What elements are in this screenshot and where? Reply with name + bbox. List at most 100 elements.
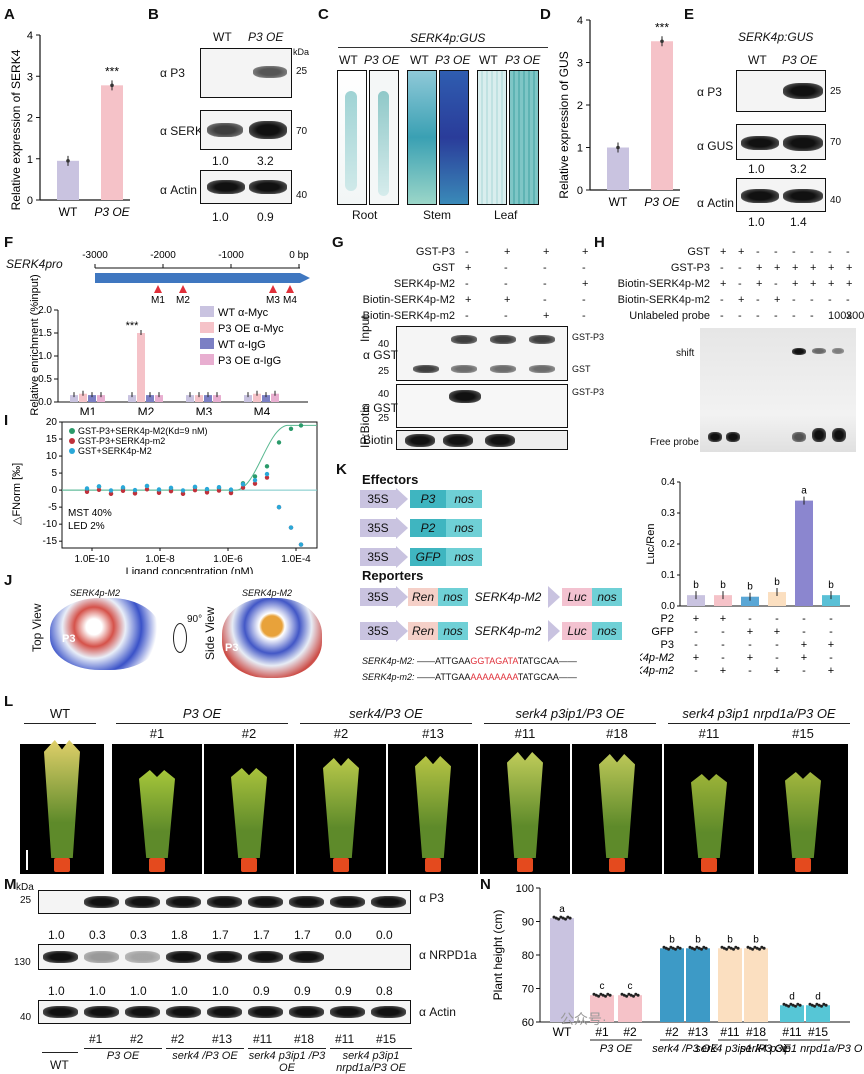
m-blots: 1.0 0.3 0.3 1.8 1.7 1.7 1.7 0.0 0.0 1.0 1.0 1.0 1.0 1… bbox=[38, 882, 478, 1074]
table-row-label: Biotin-SERK4p-m2 bbox=[617, 294, 710, 306]
y-tick-label: 15 bbox=[46, 434, 58, 445]
data-point bbox=[789, 1002, 793, 1006]
data-point bbox=[676, 945, 680, 949]
m-line-label: #18 bbox=[294, 1032, 315, 1046]
significance-letter: b bbox=[774, 577, 780, 588]
group-label: P3 OE bbox=[600, 1043, 633, 1055]
b-row-serk4: α SERK4 bbox=[160, 124, 210, 138]
scale-bar bbox=[26, 850, 28, 870]
e-col-wt: WT bbox=[748, 53, 767, 67]
watermark: 公众号· bbox=[560, 1011, 607, 1027]
data-point bbox=[678, 946, 682, 950]
table-cell: - bbox=[756, 310, 760, 322]
x-tick-label: #18 bbox=[746, 1025, 766, 1039]
y-tick-label: 0.0 bbox=[38, 397, 52, 408]
blot-band bbox=[84, 951, 119, 963]
note-led: LED 2% bbox=[68, 521, 105, 532]
y-tick-label: 20 bbox=[46, 417, 58, 428]
y-axis-label: Luc/Ren bbox=[645, 524, 657, 565]
k-effectors: Effectors bbox=[362, 472, 419, 487]
data-point bbox=[597, 994, 601, 998]
g-biotin-blot bbox=[396, 430, 568, 450]
table-cell: - bbox=[792, 294, 796, 306]
data-point bbox=[634, 992, 638, 996]
l-group-label: serk4 p3ip1/P3 OE bbox=[515, 706, 625, 721]
blot-band bbox=[166, 951, 201, 963]
c-root-p3oe bbox=[369, 70, 399, 205]
promoter-arrow bbox=[95, 273, 310, 283]
terminator-nos: nos bbox=[446, 548, 482, 566]
y-axis-label: △FNorm [‰] bbox=[11, 463, 23, 525]
m-line-label: #13 bbox=[212, 1032, 233, 1046]
y-tick-label: 0 bbox=[577, 185, 583, 197]
table-cell: - bbox=[829, 652, 833, 664]
data-point bbox=[144, 483, 150, 489]
table-cell: - bbox=[465, 278, 469, 290]
data-point bbox=[636, 993, 640, 997]
plant-pot bbox=[517, 858, 533, 872]
x-tick-label: P3 OE bbox=[94, 205, 130, 219]
table-cell: + bbox=[747, 626, 753, 638]
m-blot-row bbox=[38, 1000, 411, 1024]
table-row-label: P3 bbox=[661, 639, 674, 651]
table-cell: - bbox=[748, 639, 752, 651]
terminator-nos: nos bbox=[592, 588, 622, 606]
promoter-35s: 35S bbox=[360, 490, 396, 508]
bar bbox=[101, 85, 123, 200]
promoter-35s: 35S bbox=[360, 548, 396, 566]
promoter-35s: 35S bbox=[360, 622, 396, 640]
bar bbox=[714, 595, 732, 606]
m-line-label: #15 bbox=[376, 1032, 397, 1046]
x-tick-label: M4 bbox=[254, 405, 271, 415]
j-p3-a: P3 bbox=[62, 633, 76, 645]
data-point bbox=[791, 1003, 795, 1007]
data-point bbox=[760, 945, 764, 949]
m-group-label: serk4 p3ip1 /P3 OE bbox=[248, 1050, 326, 1074]
legend-marker bbox=[69, 428, 75, 434]
c-col-6: P3 OE bbox=[505, 53, 541, 67]
plant-shoot bbox=[44, 740, 80, 858]
g-input-label: Input bbox=[358, 315, 372, 342]
m-row-p3: α P3 bbox=[419, 891, 444, 905]
d-ylabel: Relative expression of GUS bbox=[557, 51, 571, 198]
table-cell: 100x bbox=[828, 310, 852, 322]
l-line-label: #11 bbox=[698, 726, 720, 741]
scale-label: -3000 bbox=[82, 250, 108, 261]
data-point bbox=[599, 992, 603, 996]
data-point bbox=[798, 1003, 802, 1007]
plant-photo bbox=[20, 740, 104, 874]
blot-band bbox=[330, 1006, 365, 1018]
table-cell: + bbox=[774, 262, 781, 274]
m-blot-row bbox=[38, 890, 411, 914]
group-label: serk4 /P3 OE bbox=[652, 1043, 718, 1055]
bar bbox=[550, 918, 574, 1022]
table-cell: + bbox=[504, 294, 511, 306]
table-cell: + bbox=[774, 294, 781, 306]
data-point bbox=[667, 947, 671, 951]
panel-label-f: F bbox=[4, 234, 14, 251]
site-marker bbox=[269, 285, 277, 293]
blot-band bbox=[207, 1006, 242, 1018]
l-group-rule bbox=[24, 723, 96, 724]
data-point bbox=[693, 947, 697, 951]
y-tick-label: 0 bbox=[51, 485, 57, 496]
b-blot-p3 bbox=[200, 48, 292, 98]
y-tick-label: 0.5 bbox=[38, 374, 52, 385]
table-cell: + bbox=[465, 262, 472, 274]
reporter-luc: Luc bbox=[562, 588, 592, 606]
table-cell: + bbox=[774, 665, 780, 677]
promoter-arrow bbox=[396, 488, 408, 510]
blot-band bbox=[125, 1006, 160, 1018]
x-tick-label: 1.0E-8 bbox=[145, 554, 175, 565]
m-q2: 1.0 bbox=[212, 984, 229, 998]
bar bbox=[687, 595, 705, 606]
plant-pot bbox=[241, 858, 257, 872]
m-group-label: P3 OE bbox=[106, 1050, 140, 1062]
k-constructs: 35S P3 nos 35S P2 nos 35S GFP nos 35S Ren nos SERK4p… bbox=[360, 488, 660, 642]
data-point bbox=[240, 482, 246, 487]
data-point bbox=[554, 916, 558, 920]
y-tick-label: 4 bbox=[577, 15, 583, 27]
site-marker bbox=[154, 285, 162, 293]
m-blot-row bbox=[38, 944, 411, 970]
data-point bbox=[144, 487, 150, 492]
